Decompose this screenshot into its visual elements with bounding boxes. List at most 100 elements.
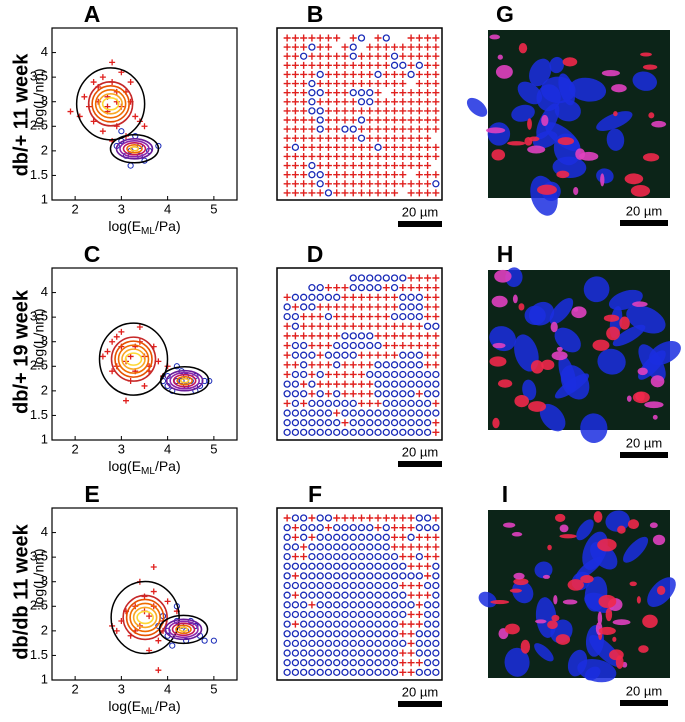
- map-cell: [333, 659, 341, 667]
- map-cell: [324, 370, 332, 378]
- map-cell: [324, 152, 332, 160]
- map-cell: [324, 293, 333, 301]
- map-cell: [357, 274, 366, 282]
- map-cell: [374, 514, 382, 522]
- map-cell: [407, 143, 415, 151]
- stain: [648, 112, 655, 119]
- map-cell: [423, 380, 432, 388]
- map-cell: [324, 630, 333, 638]
- stain: [550, 321, 558, 333]
- map-cell: [407, 312, 415, 321]
- map-cell: [316, 649, 324, 657]
- map-cell: [407, 43, 415, 51]
- map-cell: [423, 399, 432, 408]
- nucleus: [612, 324, 646, 347]
- map-cell: [349, 303, 357, 311]
- map-cell: [382, 370, 390, 379]
- map-cell: [341, 514, 349, 522]
- map-cell: [283, 552, 291, 561]
- map-cell: [341, 313, 349, 321]
- y-tick-label: 2: [41, 622, 48, 637]
- contour: [91, 85, 130, 123]
- map-cell: [283, 639, 291, 648]
- map-cell: [333, 572, 341, 580]
- map-cell: [291, 581, 300, 590]
- map-cell: [424, 143, 432, 151]
- map-cell: [349, 107, 357, 115]
- map-cell: [283, 562, 291, 570]
- map-cell: [324, 361, 332, 369]
- panel-letter: G: [496, 1, 514, 27]
- map-cell: [424, 313, 432, 321]
- map-cell: [324, 70, 332, 78]
- y-tick-label: 4: [41, 524, 48, 539]
- map-cell: [333, 180, 341, 188]
- map-cell: [349, 171, 357, 179]
- map-cell: [300, 361, 308, 369]
- contour: [121, 348, 146, 370]
- point: [90, 79, 97, 86]
- map-cell: [349, 668, 357, 677]
- map-cell: [382, 562, 390, 570]
- stain: [630, 185, 651, 197]
- stain: [528, 401, 547, 412]
- scale-bar: [398, 221, 442, 227]
- map-cell: [432, 342, 440, 350]
- map-cell: [316, 322, 324, 330]
- map-cell: [407, 514, 415, 522]
- map-cell: [432, 380, 440, 388]
- map-cell: [333, 143, 341, 151]
- map-cell: [283, 409, 291, 417]
- stain: [491, 295, 508, 308]
- contour: [165, 369, 204, 392]
- map-cell: [349, 152, 357, 160]
- map-cell: [382, 180, 390, 188]
- map-cell: [432, 143, 440, 151]
- map-cell: [283, 332, 291, 340]
- map-cell: [399, 303, 407, 311]
- map-cell: [357, 34, 366, 42]
- map-cell: [399, 553, 407, 561]
- map-cell: [283, 572, 291, 580]
- map-cell: [283, 322, 291, 330]
- map-cell: [366, 361, 374, 369]
- map-cell: [399, 419, 407, 427]
- map-cell: [341, 639, 349, 648]
- map-cell: [382, 514, 390, 522]
- map-cell: [300, 152, 308, 160]
- map-cell: [366, 601, 374, 609]
- map-cell: [300, 409, 308, 417]
- map-cell: [341, 610, 349, 619]
- map-cell: [349, 180, 357, 188]
- nucleus: [514, 334, 539, 372]
- y-tick-label: 3.5: [30, 69, 48, 84]
- map-cell: [432, 322, 440, 330]
- map-cell: [374, 171, 382, 179]
- map-cell: [415, 649, 423, 657]
- map-cell: [308, 390, 316, 398]
- map-cell: [324, 284, 332, 292]
- map-cell: [424, 189, 432, 197]
- stain: [511, 532, 523, 537]
- map-cell: [357, 668, 366, 677]
- map-cell: [308, 533, 316, 541]
- map-cell: [374, 98, 382, 106]
- map-cell: [366, 341, 374, 350]
- contour: [75, 67, 146, 141]
- x-tick-label: 3: [118, 441, 125, 456]
- map-cell: [308, 143, 316, 151]
- map-cell: [366, 70, 374, 78]
- map-cell: [333, 668, 341, 677]
- map-cell: [407, 553, 415, 561]
- stain: [567, 579, 584, 591]
- nucleus: [504, 647, 530, 677]
- map-cell: [382, 380, 390, 388]
- micrograph: [488, 267, 681, 443]
- map-cell: [333, 591, 341, 599]
- stain: [619, 316, 630, 330]
- stain: [613, 111, 618, 117]
- map-cell: [291, 649, 300, 657]
- map-cell: [407, 659, 415, 667]
- map-cell: [382, 34, 390, 42]
- stain: [504, 623, 520, 635]
